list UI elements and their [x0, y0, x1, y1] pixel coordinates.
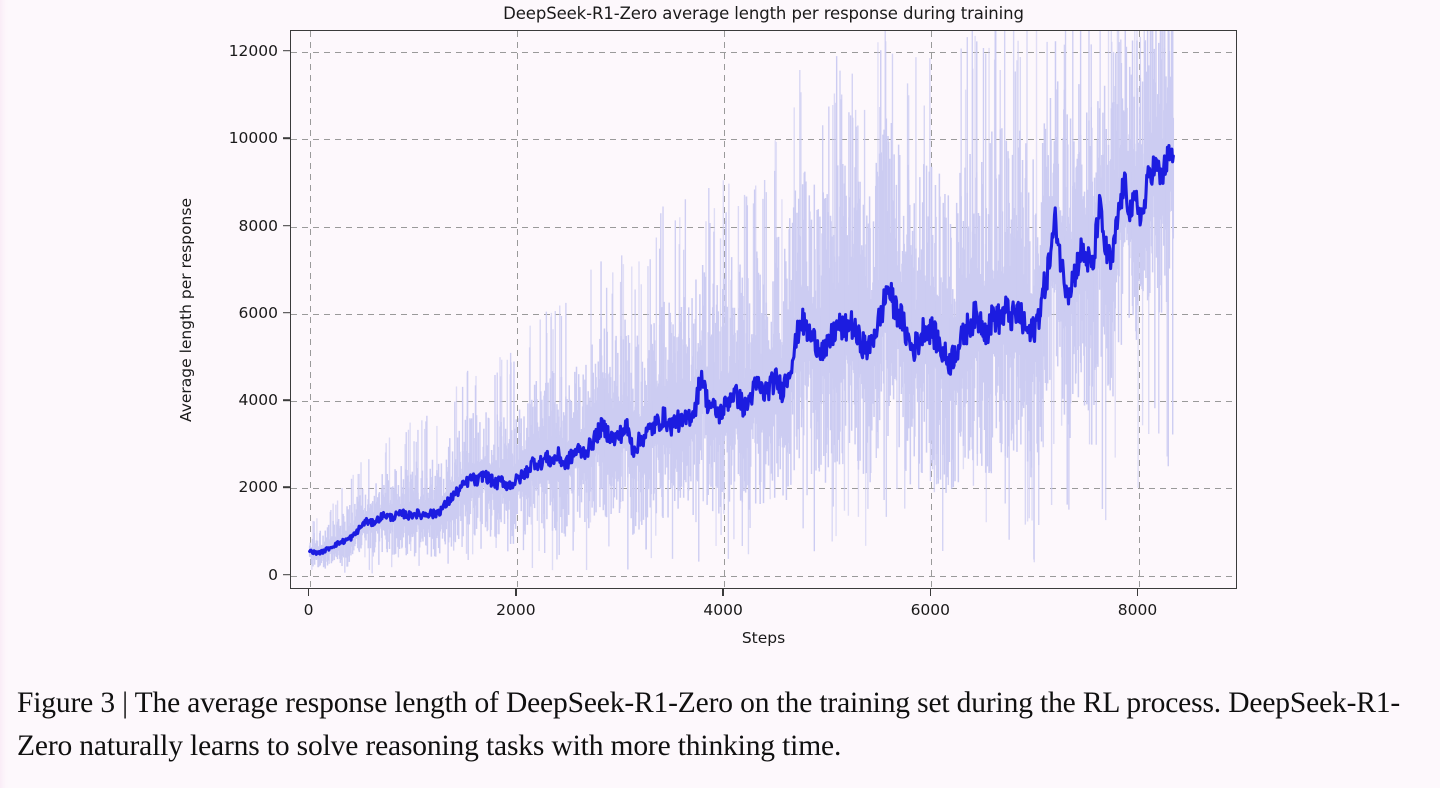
y-tick-label: 6000 [238, 303, 278, 322]
y-tick-label: 0 [268, 565, 278, 584]
gridline-horizontal [291, 575, 1236, 577]
y-tick-label: 4000 [238, 391, 278, 409]
gridline-horizontal [291, 51, 1236, 53]
figure-plot-area: DeepSeek-R1-Zero average length per resp… [177, 4, 1237, 647]
gridline-vertical [516, 31, 518, 588]
y-tick-label: 12000 [228, 41, 278, 60]
y-tick-mark [283, 137, 290, 139]
chart-canvas [308, 31, 1175, 574]
x-tick-label: 2000 [496, 601, 536, 619]
y-axis-label: Average length per response [177, 198, 195, 422]
smoothed-average-length-line [308, 144, 1175, 556]
y-tick-label: 10000 [228, 129, 278, 148]
page-left-edge-stripe [0, 0, 9, 788]
x-tick-label: 8000 [1117, 601, 1158, 619]
x-axis-label: Steps [741, 629, 786, 647]
x-tick-label: 6000 [910, 601, 951, 619]
y-tick-mark [283, 50, 290, 52]
figure-number: Figure 3 | [17, 687, 128, 719]
raw-data-band [308, 31, 1175, 574]
x-tick-label: 0 [303, 601, 314, 619]
y-tick-mark [283, 312, 290, 314]
series-line-path [308, 144, 1175, 556]
y-tick-label: 8000 [238, 216, 278, 235]
y-tick-mark [283, 224, 290, 227]
gridline-vertical [1138, 31, 1140, 588]
x-tick-mark [307, 589, 310, 596]
y-tick-label: 2000 [238, 478, 278, 497]
figure-caption-text: The average response length of DeepSeek-… [17, 687, 1401, 762]
x-tick-mark [515, 589, 517, 596]
y-tick-mark [283, 486, 290, 489]
x-tick-mark [1136, 589, 1139, 596]
y-tick-mark [283, 399, 290, 401]
x-tick-mark [722, 589, 724, 596]
x-tick-label: 4000 [703, 601, 743, 619]
plot-frame [290, 30, 1237, 589]
y-tick-mark [283, 573, 290, 576]
chart-title: DeepSeek-R1-Zero average length per resp… [503, 4, 1024, 23]
gridline-vertical [309, 31, 311, 588]
x-tick-mark [929, 589, 932, 596]
figure-caption: Figure 3 | The average response length o… [17, 682, 1427, 768]
gridline-horizontal [291, 139, 1236, 141]
